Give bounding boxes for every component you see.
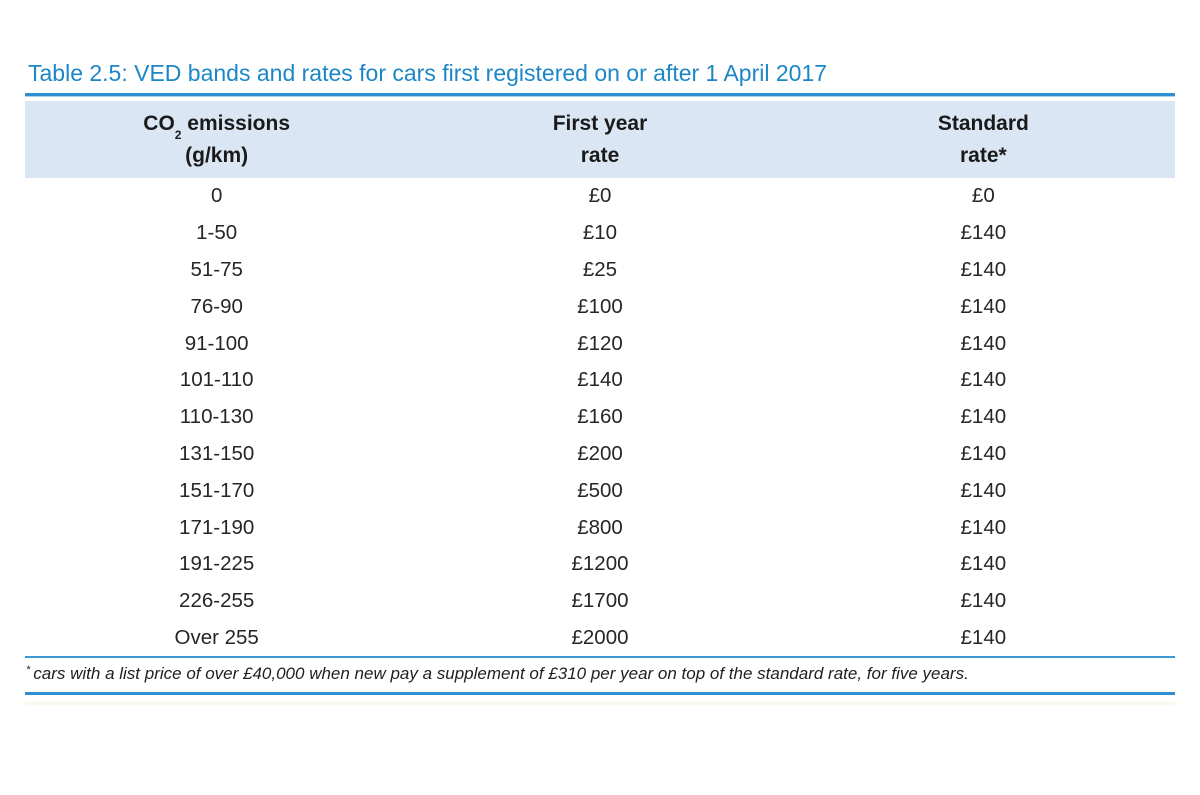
standard-rate-cell: £140 <box>960 589 1007 613</box>
table-row: 110-130 £160 £140 <box>25 399 1175 436</box>
table-row: Over 255 £2000 £140 <box>25 620 1175 657</box>
table-row: 171-190 £800 £140 <box>25 509 1175 546</box>
emissions-cell: 76-90 <box>190 294 243 318</box>
ved-rates-table: CO2 emissions (g/km) First year rate Sta… <box>25 101 1175 656</box>
first-year-rate-cell: £160 <box>577 405 623 429</box>
column-header-first-year-rate: First year rate <box>408 101 792 178</box>
title-rule <box>25 93 1175 96</box>
emissions-cell: 0 <box>210 184 223 208</box>
emissions-cell: Over 255 <box>174 625 259 649</box>
emissions-cell: 226-255 <box>179 589 255 613</box>
table-row: 226-255 £1700 £140 <box>25 583 1175 620</box>
first-year-rate-cell: £100 <box>577 294 623 318</box>
table-row: 101-110 £140 £140 <box>25 362 1175 399</box>
table-title: Table 2.5: VED bands and rates for cars … <box>28 60 828 86</box>
table-row: 0 £0 £0 <box>25 178 1175 215</box>
standard-rate-cell: £140 <box>960 405 1007 429</box>
emissions-cell: 110-130 <box>179 405 254 429</box>
table-row: 1-50 £10 £140 <box>25 215 1175 252</box>
table-row: 131-150 £200 £140 <box>25 436 1175 473</box>
first-year-rate-cell: £140 <box>577 368 623 392</box>
table-row: 151-170 £500 £140 <box>25 472 1175 509</box>
emissions-cell: 1-50 <box>196 221 238 245</box>
first-year-rate-cell: £120 <box>577 331 623 355</box>
first-year-rate-cell: £10 <box>582 221 618 245</box>
table-row: 76-90 £100 £140 <box>25 288 1175 325</box>
table-row: 91-100 £120 £140 <box>25 325 1175 362</box>
emissions-cell: 101-110 <box>179 368 254 392</box>
standard-rate-cell: £0 <box>971 184 995 208</box>
emissions-cell: 171-190 <box>179 515 255 539</box>
co2-emissions-unit: (g/km) <box>185 143 249 167</box>
page-scan-artifact-line <box>25 701 1175 706</box>
table-header-row: CO2 emissions (g/km) First year rate Sta… <box>25 101 1175 178</box>
standard-rate-cell: £140 <box>960 294 1007 318</box>
emissions-cell: 51-75 <box>190 257 243 281</box>
table-row: 51-75 £25 £140 <box>25 252 1175 289</box>
standard-rate-cell: £140 <box>960 221 1007 245</box>
footnote: * cars with a list price of over £40,000 … <box>25 656 1175 696</box>
standard-rate-cell: £140 <box>960 552 1007 576</box>
standard-rate-cell: £140 <box>960 368 1007 392</box>
emissions-cell: 151-170 <box>179 478 255 502</box>
footnote-asterisk-marker: * <box>26 663 31 676</box>
standard-rate-cell: £140 <box>960 478 1007 502</box>
first-year-rate-cell: £500 <box>577 478 623 502</box>
standard-rate-cell: £140 <box>960 625 1007 649</box>
first-year-rate-cell: £25 <box>582 257 618 281</box>
table-body: 0 £0 £0 1-50 £10 £140 51-75 £25 £140 76-… <box>25 178 1175 656</box>
emissions-cell: 131-150 <box>179 441 255 465</box>
first-year-rate-cell: £0 <box>588 184 612 208</box>
standard-rate-cell: £140 <box>960 257 1007 281</box>
column-header-standard-rate: Standard rate* <box>791 101 1175 178</box>
first-year-rate-cell: £1700 <box>571 589 629 613</box>
table-row: 191-225 £1200 £140 <box>25 546 1175 583</box>
first-year-rate-cell: £1200 <box>571 552 629 576</box>
standard-rate-cell: £140 <box>960 515 1007 539</box>
emissions-cell: 91-100 <box>184 331 249 355</box>
standard-rate-cell: £140 <box>960 331 1007 355</box>
co2-emissions-label: CO2 emissions <box>143 111 291 142</box>
first-year-rate-cell: £200 <box>577 441 623 465</box>
first-year-rate-cell: £2000 <box>571 625 629 649</box>
table-section: Table 2.5: VED bands and rates for cars … <box>25 0 1175 706</box>
footnote-text: cars with a list price of over £40,000 w… <box>33 664 969 684</box>
standard-rate-cell: £140 <box>960 441 1007 465</box>
emissions-cell: 191-225 <box>179 552 255 576</box>
column-header-co2-emissions: CO2 emissions (g/km) <box>25 101 409 178</box>
first-year-rate-cell: £800 <box>577 515 623 539</box>
co2-subscript: 2 <box>174 127 182 142</box>
